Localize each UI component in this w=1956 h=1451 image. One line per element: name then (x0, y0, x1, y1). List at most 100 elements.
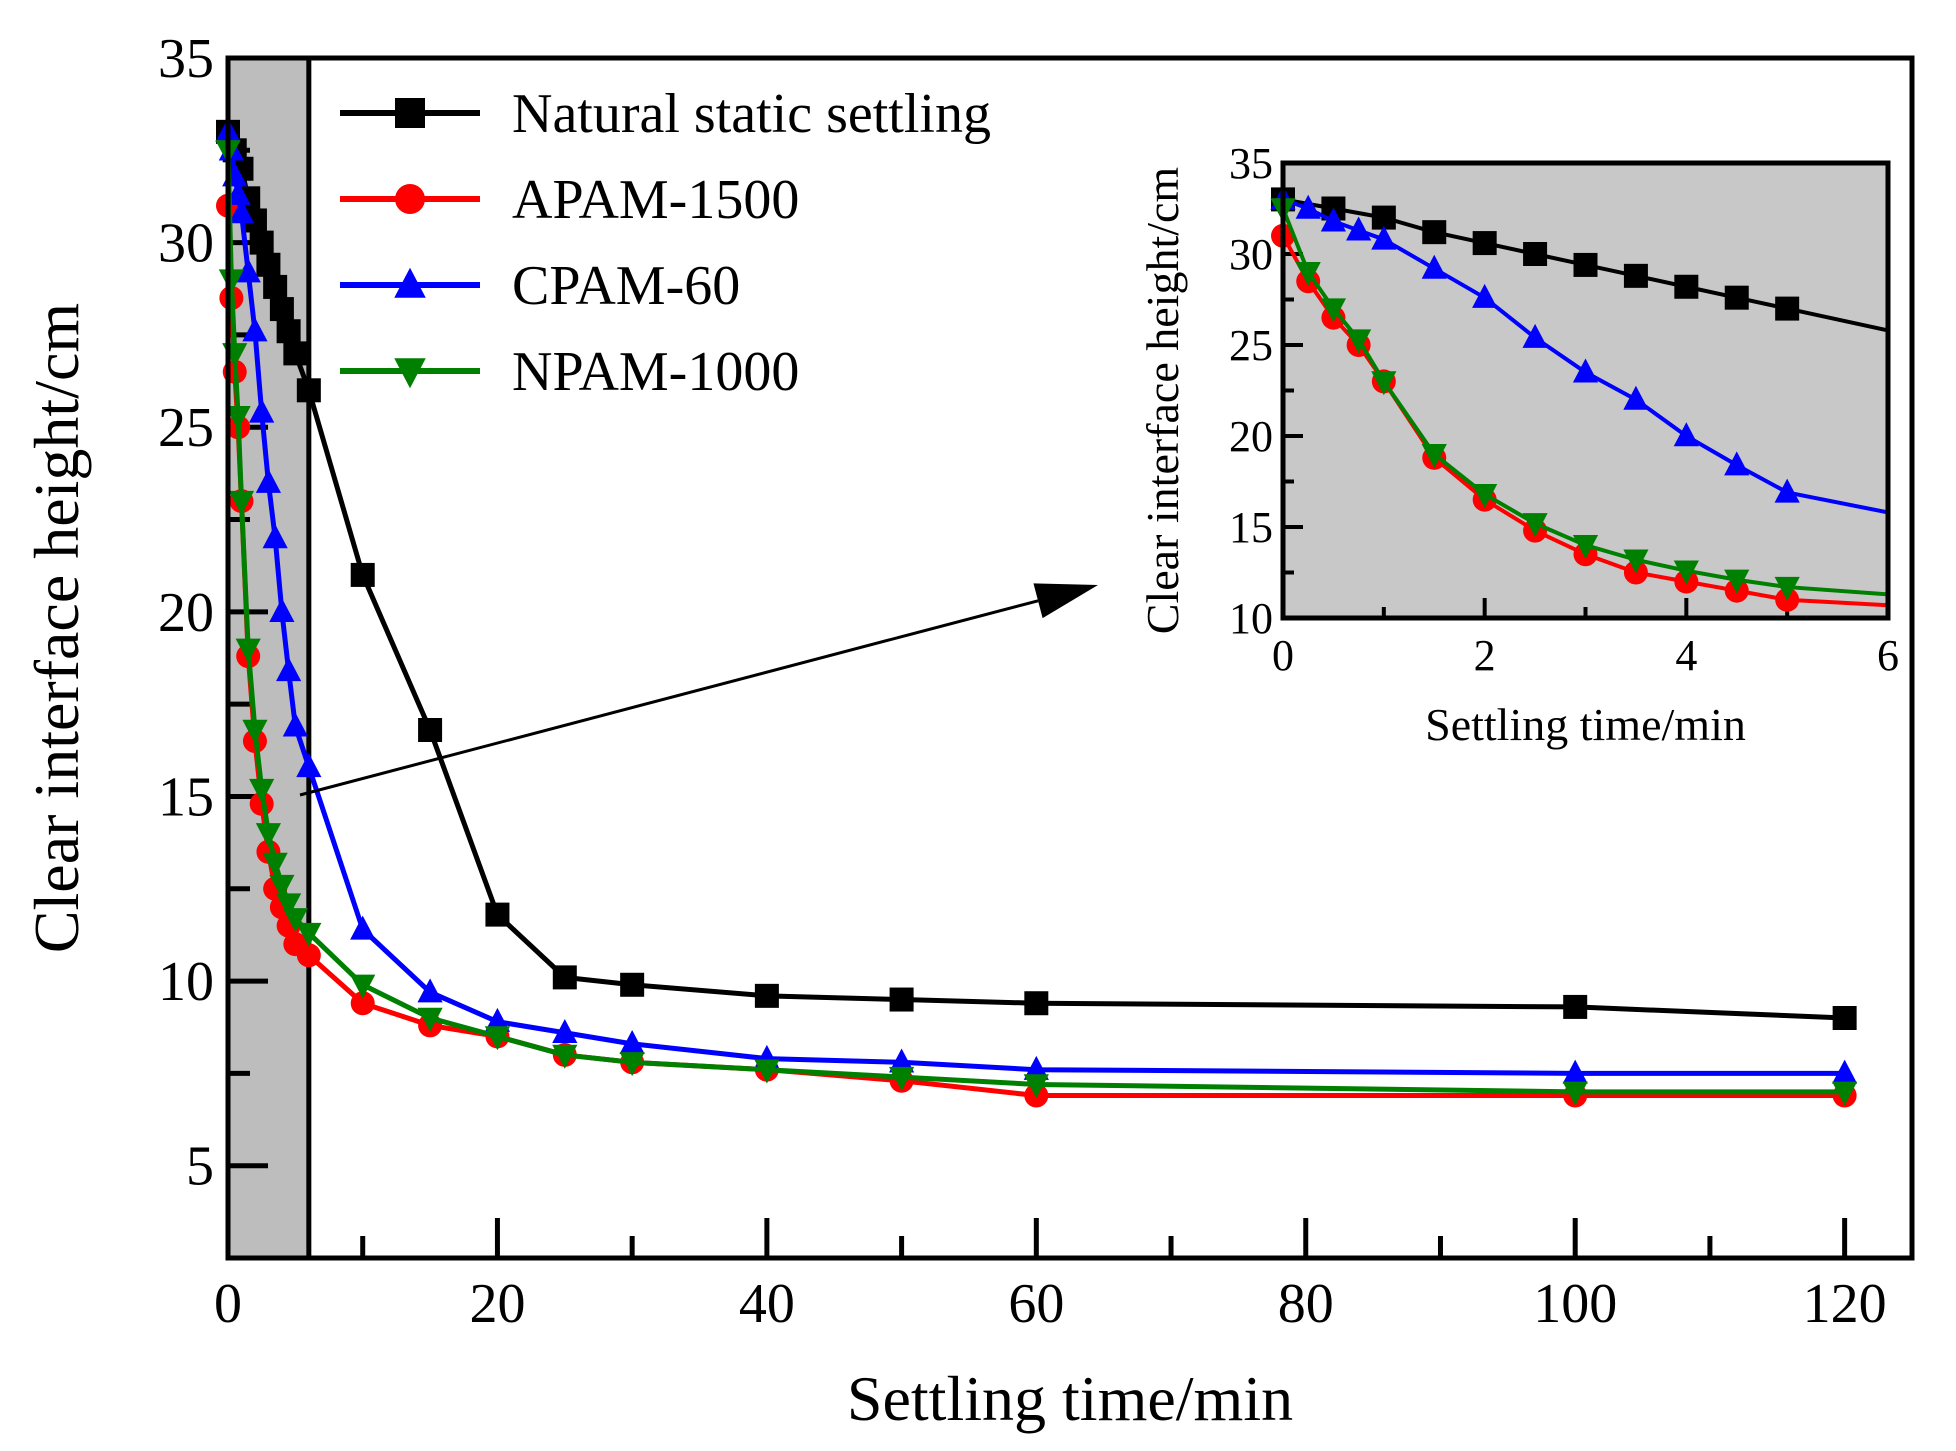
main-y-tick-label: 20 (158, 582, 214, 644)
inset-data-point (1320, 298, 1347, 323)
main-data-point (256, 252, 281, 277)
main-y-tick-label: 35 (158, 28, 214, 90)
main-data-point (255, 823, 282, 848)
main-data-point (276, 657, 302, 682)
inset-data-point (1724, 451, 1750, 476)
inset-data-point (1774, 576, 1800, 601)
legend-item-apam-1500: APAM-1500 (340, 169, 799, 231)
inset-data-point (1724, 569, 1750, 594)
main-series-npam-1000 (215, 140, 1858, 1106)
legend-item-cpam-60: CPAM-60 (340, 255, 740, 317)
main-data-point (296, 378, 321, 403)
inset-series-npam-1000 (1270, 198, 1889, 601)
main-data-point (296, 922, 322, 947)
main-data-point (754, 983, 779, 1008)
inset-plot: 0 2 4 6 10 15 20 25 30 35 Settling time/min Clear… (1137, 139, 1899, 750)
zoom-arrow (299, 583, 1098, 797)
main-data-point (552, 1018, 578, 1043)
inset-data-point (1371, 371, 1397, 396)
inset-data-point (1523, 242, 1548, 266)
main-data-point (262, 852, 288, 877)
inset-data-point (1472, 484, 1498, 509)
inset-data-point (1295, 194, 1321, 219)
main-series-group (215, 118, 1858, 1108)
main-data-point (296, 753, 322, 778)
main-y-tick-label: 5 (186, 1136, 214, 1198)
main-data-point (235, 638, 261, 663)
main-data-point (619, 1030, 645, 1055)
inset-data-point (1623, 385, 1649, 410)
main-data-point (1563, 994, 1588, 1019)
main-x-tick-label: 20 (469, 1273, 525, 1335)
inset-y-tick-label: 10 (1229, 594, 1273, 643)
main-data-point (235, 258, 261, 283)
main-data-point (350, 991, 375, 1016)
legend-label: CPAM-60 (512, 255, 740, 317)
main-y-axis-title: Clear interface height/cm (21, 303, 92, 953)
inset-y-tick-label: 20 (1229, 412, 1273, 461)
main-data-point (620, 972, 645, 997)
main-data-point (484, 1007, 511, 1032)
main-data-point (1023, 1074, 1049, 1099)
main-y-tick-label: 15 (158, 766, 214, 828)
inset-data-point (1346, 329, 1372, 354)
legend-swatch-marker (394, 358, 426, 389)
main-data-point (418, 718, 443, 742)
inset-data-point (1673, 422, 1699, 447)
inset-data-point (1572, 535, 1599, 559)
inset-data-point (1774, 478, 1800, 503)
main-data-point (552, 965, 577, 990)
main-data-point (1832, 1006, 1857, 1030)
main-data-point (283, 341, 308, 366)
inset-y-tick-label: 30 (1229, 230, 1273, 279)
main-data-point (262, 524, 288, 549)
main-x-tick-label: 120 (1803, 1273, 1887, 1335)
inset-y-tick-label: 15 (1229, 503, 1273, 552)
main-data-point (619, 1052, 645, 1077)
inset-series-group (1270, 185, 1889, 612)
inset-y-tick-label: 25 (1229, 321, 1273, 370)
inset-data-point (1346, 216, 1372, 241)
main-data-point (1832, 1059, 1858, 1084)
main-data-point (242, 719, 268, 744)
legend-swatch-marker (394, 267, 426, 298)
main-y-tick-label: 10 (158, 951, 214, 1013)
legend-item-natural-static-settling: Natural static settling (340, 83, 991, 145)
main-x-tick-label: 40 (739, 1273, 795, 1335)
main-data-point (225, 180, 251, 205)
inset-data-point (1775, 296, 1800, 321)
main-data-point (1832, 1081, 1858, 1106)
main-data-point (269, 297, 294, 322)
zoom-arrow-head (1033, 583, 1098, 619)
main-data-point (417, 978, 443, 1003)
main-data-point (242, 317, 268, 342)
inset-data-point (1421, 444, 1447, 468)
main-x-tick-label: 100 (1533, 1273, 1617, 1335)
main-data-point (249, 230, 274, 255)
inset-data-point (1422, 220, 1447, 245)
inset-x-tick-label: 2 (1474, 631, 1496, 680)
inset-series-natural-static-settling (1271, 187, 1889, 333)
inset-data-point (1572, 358, 1599, 383)
inset-y-axis-title: Clear interface height/cm (1137, 167, 1188, 635)
main-data-point (269, 598, 295, 623)
inset-data-point (1472, 231, 1497, 256)
main-data-point (1562, 1081, 1588, 1106)
main-x-axis-title: Settling time/min (847, 1363, 1293, 1434)
main-data-point (263, 274, 288, 299)
zoom-arrow-line (299, 599, 1039, 797)
main-data-point (249, 398, 275, 423)
inset-x-tick-label: 0 (1272, 631, 1294, 680)
inset-y-tick-label: 35 (1229, 139, 1273, 188)
inset-data-point (1522, 513, 1548, 538)
main-data-point (754, 1059, 780, 1084)
legend-label: APAM-1500 (512, 169, 799, 231)
main-data-point (269, 874, 295, 899)
main-x-tick-label: 0 (214, 1273, 242, 1335)
main-y-tick-label: 30 (158, 213, 214, 275)
main-data-point (296, 943, 321, 968)
main-data-point (552, 1044, 578, 1069)
main-data-point (218, 269, 244, 294)
